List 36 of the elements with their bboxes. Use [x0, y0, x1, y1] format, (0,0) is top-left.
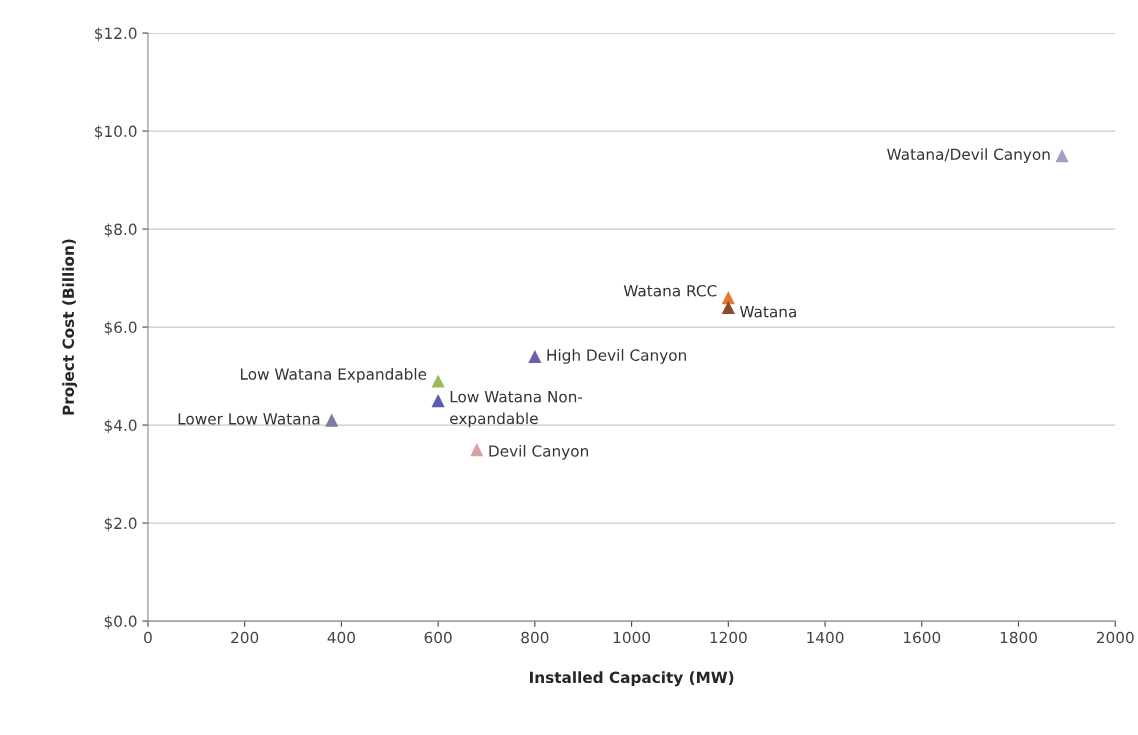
point — [721, 291, 735, 305]
series-label: Watana — [739, 306, 796, 318]
point — [528, 349, 542, 364]
y-tick-label: $0.0 — [104, 615, 137, 630]
series-label: Watana/Devil Canyon — [887, 148, 1050, 163]
series-label: Devil Canyon — [489, 444, 588, 460]
x-axis-title: Installed Capacity (MW) — [529, 671, 734, 687]
point — [470, 442, 484, 457]
point — [431, 393, 445, 408]
series-label: Low Watana Expandable — [240, 368, 427, 383]
y-tick-label: $10.0 — [95, 125, 137, 140]
x-tick-label: 0 — [144, 631, 152, 644]
x-tick-label: 1400 — [807, 631, 844, 644]
y-axis-title: Project Cost (Billion) — [62, 239, 78, 415]
x-tick-label: 1600 — [904, 631, 941, 644]
series-label: High Devil Canyon — [547, 349, 686, 364]
x-tick-label: 200 — [231, 631, 259, 644]
x-tick-label: 1000 — [613, 631, 651, 644]
y-tick-label: $4.0 — [104, 419, 137, 434]
point — [721, 300, 735, 315]
y-tick-label: $8.0 — [104, 223, 137, 238]
x-tick-label: 400 — [327, 631, 355, 644]
y-tick-label: $12.0 — [95, 27, 137, 42]
x-tick-label: 600 — [424, 631, 452, 644]
x-tick-label: 1200 — [710, 631, 747, 644]
point — [431, 374, 445, 388]
point — [1055, 148, 1069, 163]
series-label: Low Watana Non- expandable — [450, 391, 583, 428]
y-tick-label: $2.0 — [104, 517, 137, 532]
x-tick-label: 800 — [521, 631, 549, 644]
point — [325, 413, 339, 427]
x-tick-label: 1800 — [1000, 631, 1037, 644]
series-label: Watana RCC — [623, 285, 717, 297]
x-tick-label: 2000 — [1096, 631, 1134, 644]
series-label: Lower Low Watana — [178, 413, 320, 425]
y-tick-label: $6.0 — [104, 321, 137, 336]
